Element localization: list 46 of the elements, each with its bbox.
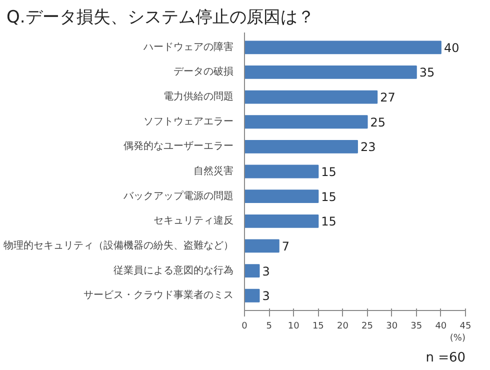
data-label: 27 [380, 90, 396, 105]
y-tick-label: サービス・クラウド事業者のミス [84, 289, 234, 302]
y-tick-label: 自然災害 [194, 165, 234, 177]
y-tick-label: セキュリティ違反 [154, 214, 234, 227]
bar [244, 164, 319, 178]
x-tick-label: 45 [460, 322, 472, 332]
bar [244, 40, 442, 54]
x-tick-label: 40 [435, 322, 447, 332]
data-label: 15 [321, 190, 336, 204]
data-label: 7 [282, 239, 290, 254]
bar [244, 214, 319, 228]
x-tick-label: 30 [386, 322, 398, 332]
data-label: 15 [321, 214, 336, 229]
data-label: 25 [370, 115, 386, 130]
data-label: 40 [444, 40, 460, 55]
data-label: 15 [321, 165, 336, 179]
bar [244, 264, 260, 278]
data-label: 3 [262, 264, 270, 278]
x-tick-label: 35 [410, 322, 422, 332]
data-label: 3 [262, 289, 270, 304]
bar [244, 90, 378, 104]
y-tick-label: ハードウェアの障害 [142, 40, 234, 53]
bar [244, 140, 358, 154]
bar [244, 190, 319, 204]
y-tick-label: 偶発的なユーザーエラー [124, 141, 234, 152]
x-axis-title: (%) [450, 334, 466, 344]
text: n =60 [426, 350, 466, 366]
x-tick-label: 25 [362, 322, 374, 332]
chart-title: Q.データ損失、システム停止の原因は？ [6, 8, 314, 28]
y-tick-label: 物理的セキュリティ（設備機器の紛失、盗難など） [4, 239, 234, 252]
bar [244, 288, 260, 302]
bar [244, 115, 368, 129]
y-tick-label: バックアップ電源の問題 [122, 190, 234, 202]
bar [244, 239, 280, 253]
y-tick-label: ソフトウェアエラー [144, 116, 234, 128]
x-tick-label: 5 [266, 322, 272, 332]
y-tick-label: 従業員による意図的な行為 [114, 264, 234, 276]
x-tick-label: 20 [336, 322, 349, 332]
y-tick-label: データの破損 [174, 66, 234, 78]
x-tick-label: 10 [288, 322, 300, 332]
x-tick-label: 15 [312, 322, 324, 332]
x-tick-label: 0 [242, 322, 248, 332]
bar [244, 66, 417, 79]
y-tick-label: 電力供給の問題 [164, 90, 234, 103]
data-label: 35 [419, 66, 435, 80]
data-label: 23 [360, 140, 376, 154]
